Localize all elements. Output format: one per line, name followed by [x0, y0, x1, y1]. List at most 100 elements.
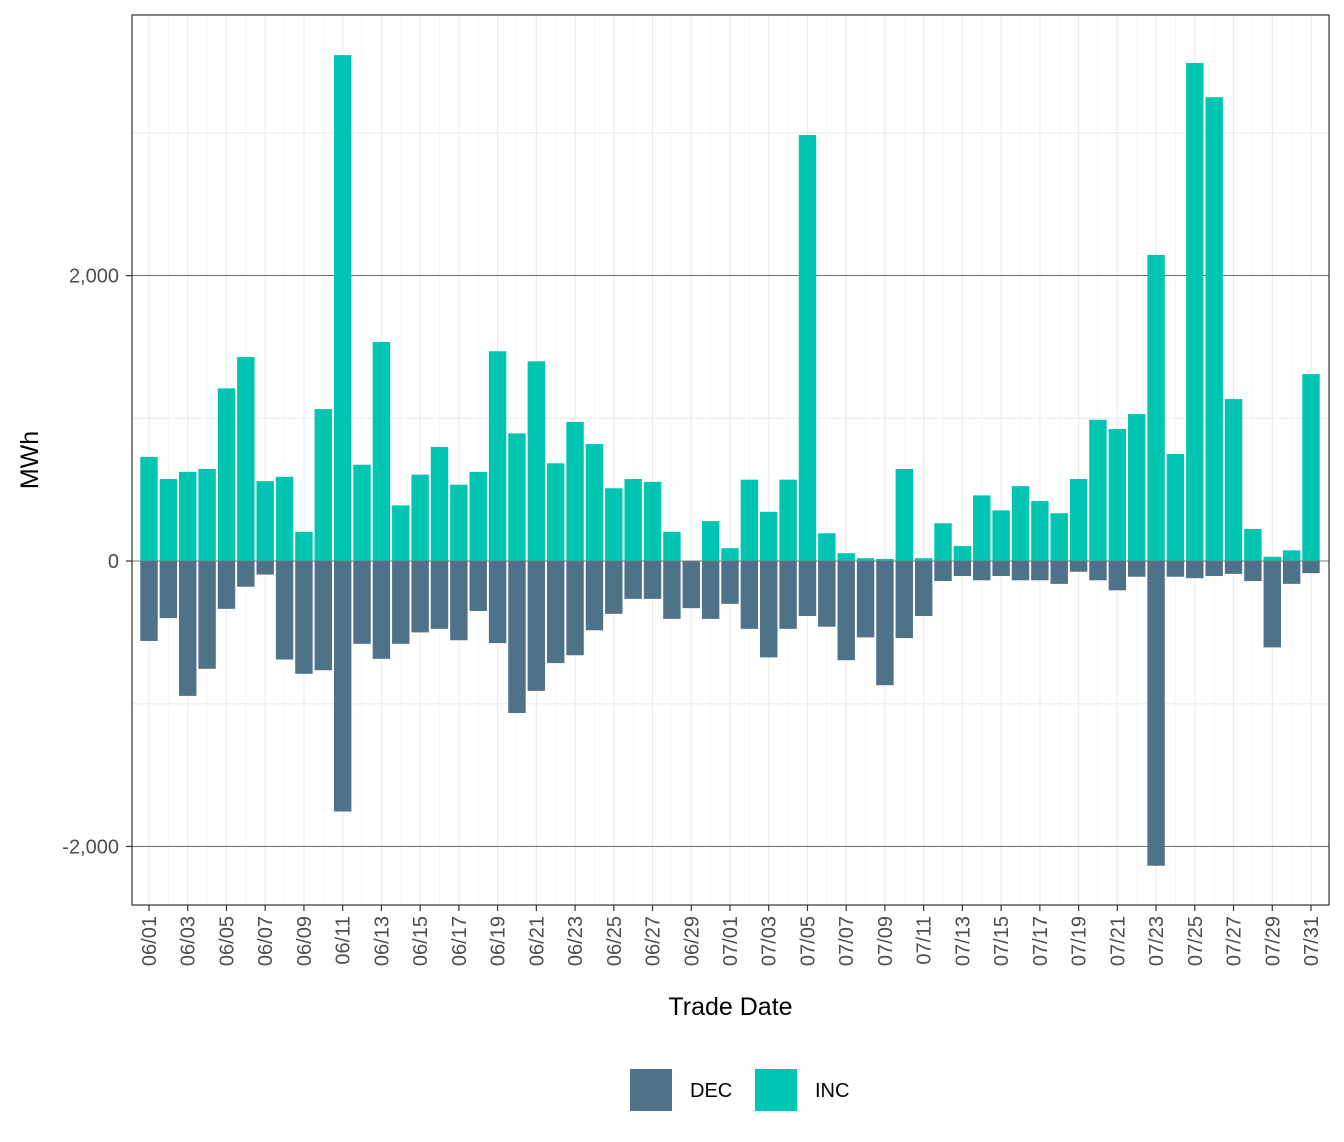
bar-dec [876, 561, 894, 686]
x-tick-label: 07/11 [914, 916, 936, 965]
bar-dec [856, 561, 875, 638]
bar-dec [1186, 561, 1204, 579]
bar-dec [392, 561, 410, 644]
x-tick-label: 07/29 [1262, 916, 1284, 966]
bar-inc [605, 488, 623, 562]
bar-dec [1050, 561, 1068, 584]
bar-inc [1089, 419, 1107, 562]
bar-dec [953, 561, 972, 577]
bar-inc [721, 548, 739, 562]
bar-inc [1127, 414, 1146, 562]
bar-dec [469, 561, 487, 611]
bar-inc [663, 531, 681, 562]
bar-inc [392, 505, 410, 562]
bar-dec [663, 561, 681, 619]
x-tick-label: 07/17 [1030, 916, 1052, 966]
bar-dec [140, 561, 158, 641]
x-tick-label: 06/05 [216, 916, 238, 966]
bar-inc [895, 468, 914, 562]
bar-dec [1031, 561, 1049, 581]
bar-inc [837, 553, 855, 562]
y-axis: -2,000 0 2,000 [62, 266, 132, 858]
bar-dec [1302, 561, 1320, 574]
bar-inc [546, 463, 565, 562]
bar-inc [1186, 62, 1204, 562]
bar-dec [624, 561, 642, 599]
bar-inc [760, 511, 778, 562]
bar-inc [934, 523, 952, 562]
x-tick-label: 07/31 [1301, 916, 1323, 966]
bar-dec [450, 561, 468, 641]
y-tick-label: 0 [108, 551, 119, 573]
bar-dec [430, 561, 449, 629]
x-tick-label: 06/19 [488, 916, 510, 966]
bar-inc [275, 476, 294, 562]
bar-inc [914, 558, 933, 562]
x-tick-label: 07/05 [797, 916, 819, 966]
legend-key-dec [630, 1069, 672, 1111]
x-tick-label: 06/29 [681, 916, 703, 966]
bar-dec [546, 561, 565, 664]
bar-inc [217, 388, 236, 562]
x-tick-label: 06/07 [255, 916, 277, 966]
bar-dec [585, 561, 604, 631]
bar-inc [1050, 513, 1068, 562]
bar-dec [488, 561, 507, 644]
bar-inc [973, 495, 991, 562]
bar-inc [333, 55, 352, 562]
bar-inc [1011, 486, 1030, 562]
x-tick-label: 06/13 [371, 916, 393, 966]
bar-inc [1263, 556, 1281, 562]
bar-inc [314, 409, 333, 562]
bar-dec [159, 561, 178, 619]
legend-label-dec: DEC [690, 1080, 732, 1102]
x-tick-label: 07/27 [1224, 916, 1246, 966]
bar-inc [256, 481, 274, 562]
bar-inc [876, 558, 894, 562]
bar-dec [779, 561, 797, 629]
bar-inc [140, 456, 158, 562]
bar-dec [760, 561, 778, 658]
bar-inc [527, 361, 546, 562]
bar-dec [721, 561, 739, 604]
bar-dec [973, 561, 991, 581]
bar-inc [179, 471, 197, 562]
bar-dec [314, 561, 333, 671]
bar-dec [295, 561, 313, 674]
x-tick-label: 06/27 [643, 916, 665, 966]
bar-inc [469, 471, 487, 562]
x-tick-label: 07/13 [952, 916, 974, 966]
x-axis: 06/01 06/03 06/05 06/07 06/09 06/11 06/13 06/15… [139, 905, 1323, 966]
bar-inc [798, 135, 817, 562]
x-tick-label: 06/01 [139, 916, 161, 966]
bar-dec [1166, 561, 1185, 577]
bar-dec [508, 561, 526, 714]
bar-dec [1011, 561, 1030, 581]
x-tick-label: 07/23 [1146, 916, 1168, 966]
bar-inc [953, 546, 972, 562]
bar-dec [179, 561, 197, 696]
bar-dec [217, 561, 236, 609]
legend-label-inc: INC [815, 1080, 849, 1102]
bar-dec [895, 561, 914, 639]
x-tick-label: 07/25 [1185, 916, 1207, 966]
x-tick-label: 06/11 [333, 916, 355, 965]
bar-dec [372, 561, 391, 659]
x-tick-label: 06/25 [604, 916, 626, 966]
bar-dec [566, 561, 584, 656]
bar-inc [779, 479, 797, 562]
x-tick-label: 07/03 [759, 916, 781, 966]
bar-inc [488, 351, 507, 562]
bar-dec [333, 561, 352, 812]
bar-dec [1147, 561, 1165, 866]
y-tick-label: 2,000 [69, 266, 119, 288]
bar-inc [450, 484, 468, 562]
bar-dec [1108, 561, 1127, 591]
x-tick-label: 06/03 [178, 916, 200, 966]
bar-inc [585, 444, 604, 562]
bar-dec [527, 561, 546, 691]
bar-inc [740, 479, 759, 562]
bar-dec [643, 561, 662, 599]
x-tick-label: 06/23 [565, 916, 587, 966]
